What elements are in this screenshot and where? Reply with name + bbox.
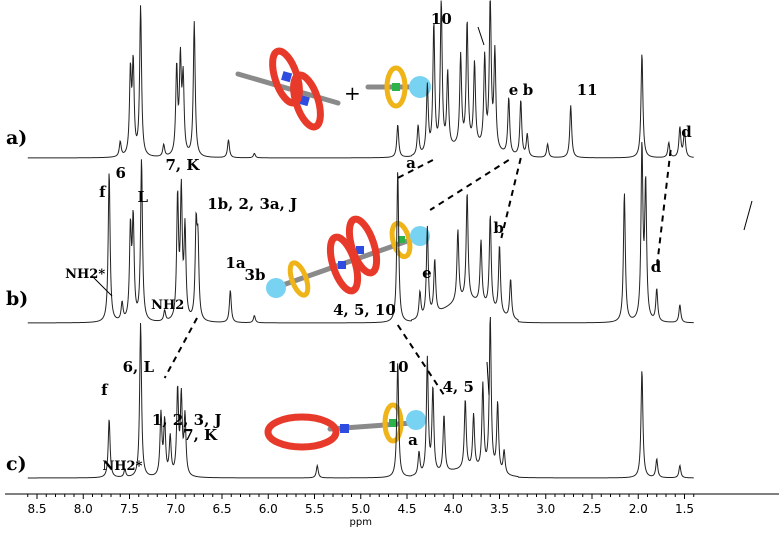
peak-label-2-1: NH2* — [102, 459, 142, 474]
peak-label-0-0: 10 — [431, 10, 452, 28]
correlation-link-5 — [396, 324, 445, 396]
spectrum-label-1: b) — [6, 288, 28, 310]
peak-label-1-2: 6 — [116, 164, 126, 182]
peak-label-0-3: 11 — [577, 81, 598, 99]
peak-label-2-7: 4, 5 — [443, 378, 474, 396]
x-tick-label: 8.5 — [27, 502, 46, 516]
peak-label-1-12: b — [493, 219, 504, 237]
x-tick-label: 7.5 — [120, 502, 139, 516]
peak-label-1-10: a — [406, 154, 416, 172]
correlation-link-3 — [655, 149, 672, 269]
x-tick-label: 3.5 — [490, 502, 509, 516]
peak-label-0-2: b — [523, 81, 534, 99]
plus-sign: + — [344, 81, 361, 105]
spectrum-trace-1 — [27, 142, 694, 324]
peak-label-1-4: NH2 — [151, 298, 184, 313]
peak-label-1-1: NH2* — [65, 267, 105, 282]
peak-label-2-2: 6, L — [123, 358, 155, 376]
x-tick-label: 2.0 — [629, 502, 648, 516]
x-tick-label: 4.0 — [444, 502, 463, 516]
x-tick-label: 2.5 — [582, 502, 601, 516]
x-tick-label: 8.0 — [74, 502, 93, 516]
x-tick-label: 7.0 — [166, 502, 185, 516]
label-arrow-2 — [743, 200, 753, 231]
label-arrow-1 — [91, 275, 113, 297]
x-axis: 8.5 8.0 7.5 7.0 6.5 6.0 5.5 5.0 4.5 4.0 3.5 3.0 2.5 2… — [5, 493, 779, 528]
correlation-links — [163, 149, 672, 396]
peak-label-2-5: 10 — [388, 358, 409, 376]
x-axis-label: ppm — [350, 517, 372, 528]
peak-label-1-11: e — [422, 264, 432, 282]
correlation-link-4 — [163, 317, 198, 379]
peak-label-1-13: d — [651, 258, 662, 276]
rotaxane-cartoon-a: + — [235, 47, 431, 131]
peak-label-1-8: 3b — [245, 266, 266, 284]
peak-label-2-6: a — [408, 431, 418, 449]
x-tick-label: 3.0 — [536, 502, 555, 516]
spectra-group: a) b) c) — [6, 0, 694, 479]
peak-label-0-1: e — [509, 81, 519, 99]
x-tick-label: 6.5 — [212, 502, 231, 516]
spectrum-label-2: c) — [6, 453, 27, 475]
correlation-link-1 — [429, 159, 510, 211]
x-tick-label: 5.0 — [351, 502, 370, 516]
x-tick-label: 6.0 — [259, 502, 278, 516]
rotaxane-cartoon-c — [264, 402, 426, 451]
peak-label-2-4: 7, K — [183, 426, 218, 444]
peak-label-2-3: 1, 2, 3, J — [152, 411, 222, 429]
label-arrow-3 — [486, 361, 490, 396]
peak-label-1-7: 1a — [225, 254, 245, 272]
spectrum-trace-0 — [27, 0, 694, 159]
correlation-link-2 — [500, 157, 522, 239]
x-tick-label: 1.5 — [675, 502, 694, 516]
spectrum-trace-2 — [27, 316, 694, 479]
peak-label-1-3: L — [138, 188, 149, 206]
peak-label-1-0: f — [99, 183, 107, 201]
x-tick-label: 5.5 — [305, 502, 324, 516]
peak-label-1-6: 1b, 2, 3a, J — [207, 195, 297, 213]
rotaxane-cartoon-b — [266, 215, 430, 298]
peak-label-0-4: d — [681, 123, 692, 141]
x-tick-label: 4.5 — [397, 502, 416, 516]
spectrum-label-0: a) — [6, 127, 27, 149]
label-arrow-0 — [477, 26, 485, 46]
peak-label-2-0: f — [101, 381, 109, 399]
peak-label-1-9: 4, 5, 10 — [333, 301, 396, 319]
peak-label-1-5: 7, K — [165, 156, 200, 174]
